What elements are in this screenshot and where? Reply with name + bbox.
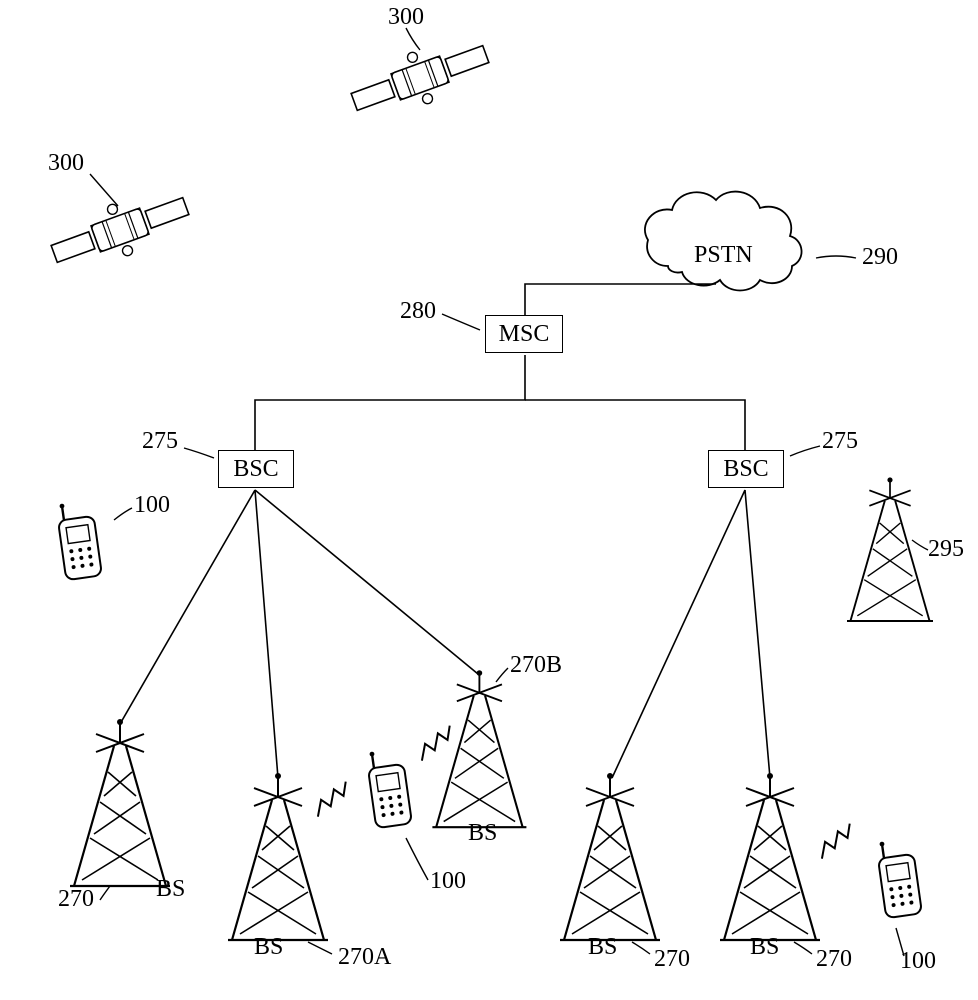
diagram-canvas: MSC BSC BSC <box>0 0 978 1000</box>
bs4-ref: 270 <box>654 946 690 973</box>
bsc-right-label: BSC <box>723 456 768 482</box>
satellite-icon <box>45 181 195 280</box>
radio-icon <box>413 726 458 761</box>
bs1-label: BS <box>156 876 185 903</box>
leader-lines <box>90 28 928 956</box>
bs1-ref: 270 <box>58 886 94 913</box>
tower-icon <box>432 670 526 827</box>
tower-icon <box>70 719 170 886</box>
ref-275l: 275 <box>142 428 178 455</box>
phone-icon <box>366 748 412 829</box>
pstn-label: PSTN <box>694 242 753 269</box>
phone-icon <box>876 838 922 919</box>
radio-icon <box>813 824 858 859</box>
ref-300b: 300 <box>388 4 424 31</box>
ref-290: 290 <box>862 244 898 271</box>
ref-295: 295 <box>928 536 964 563</box>
bs5-ref: 270 <box>816 946 852 973</box>
bsc-right-box: BSC <box>708 450 784 488</box>
ref-300a: 300 <box>48 150 84 177</box>
bs2-ref: 270A <box>338 944 391 971</box>
ref-100b: 100 <box>430 868 466 895</box>
bs4-label: BS <box>588 934 617 961</box>
bs2-label: BS <box>254 934 283 961</box>
ref-100c: 100 <box>900 948 936 975</box>
edges <box>120 284 770 778</box>
tower-icon <box>560 773 660 940</box>
bsc-left-box: BSC <box>218 450 294 488</box>
ref-100a: 100 <box>134 492 170 519</box>
ref-275r: 275 <box>822 428 858 455</box>
bs3-ref: 270B <box>510 652 562 679</box>
tower-icon <box>720 773 820 940</box>
ref-280: 280 <box>400 298 436 325</box>
bsc-left-label: BSC <box>233 456 278 482</box>
phone-icon <box>56 500 102 581</box>
bs5-label: BS <box>750 934 779 961</box>
tower-icon <box>847 477 933 621</box>
satellite-icon <box>345 29 495 128</box>
msc-box: MSC <box>485 315 563 353</box>
radio-icon <box>309 782 354 817</box>
msc-label: MSC <box>499 321 550 347</box>
bs3-label: BS <box>468 820 497 847</box>
tower-icon <box>228 773 328 940</box>
